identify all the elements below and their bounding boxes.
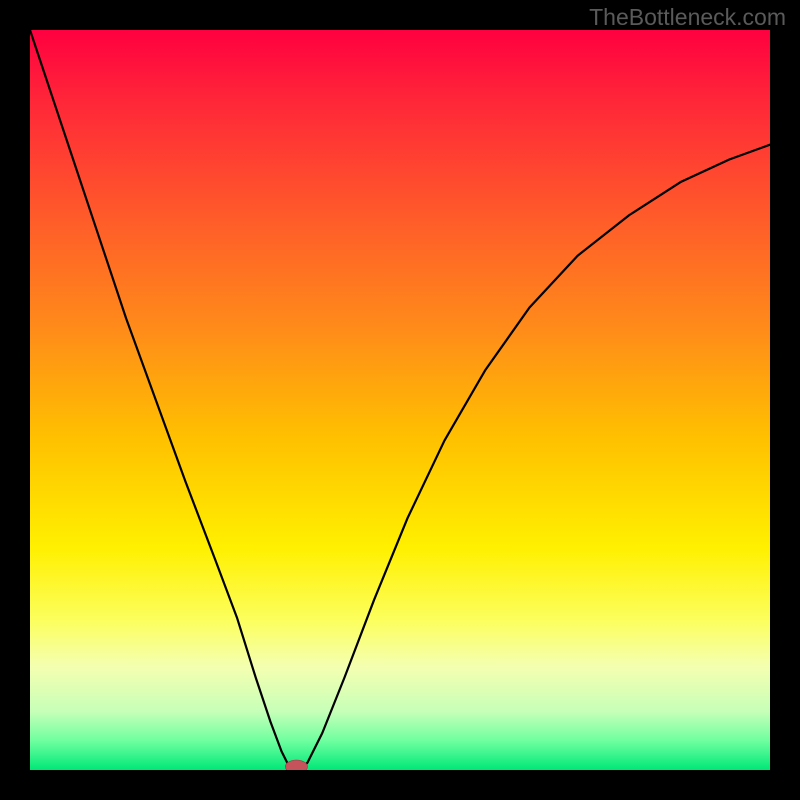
chart-container: TheBottleneck.com	[0, 0, 800, 800]
plot-area	[30, 30, 770, 770]
watermark-text: TheBottleneck.com	[589, 4, 786, 31]
chart-svg	[30, 30, 770, 770]
chart-background	[30, 30, 770, 770]
